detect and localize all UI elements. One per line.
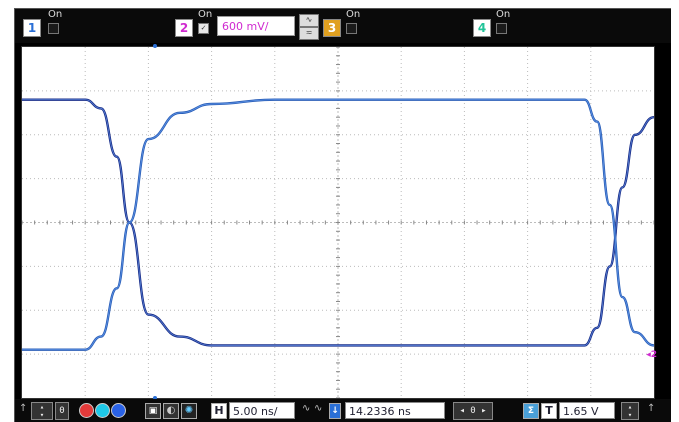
oscilloscope-window: 1 On 2 On ✓ 600 mV/ ∿ ≂ 3 On 4 On ◂2 ↑ ▴… [14,8,671,422]
channel-2-checkbox[interactable]: ✓ [198,23,209,34]
channel-3-checkbox[interactable] [346,23,357,34]
scroll-up-icon[interactable]: ↑ [19,403,28,414]
horizontal-position-field[interactable]: 14.2336 ns [345,402,445,419]
channel-1-checkbox[interactable] [48,23,59,34]
vertical-scroll-control[interactable]: ▴ ▾ [31,402,53,420]
color-blue-icon[interactable] [111,403,126,418]
position-nav-control[interactable]: ◂ 0 ▸ [453,402,493,420]
ac-coupling-icon[interactable]: ∿ [299,14,319,27]
delay-mode-icon[interactable]: ∿ [302,403,311,414]
channel-3-state: On [346,9,361,20]
brightness-icon[interactable]: ✺ [181,403,197,419]
channel-1-button[interactable]: 1 [23,19,41,37]
waveform-mode-icon[interactable]: ∿ [314,403,323,414]
channel-4-button[interactable]: 4 [473,19,491,37]
trigger-level-field[interactable]: 1.65 V [559,402,615,419]
zero-button[interactable]: 0 [55,402,69,420]
color-cyan-icon[interactable] [95,403,110,418]
channel-2-scale-field[interactable]: 600 mV/ [217,16,295,36]
autoscale-icon[interactable]: ◐ [163,403,179,419]
channel-bar: 1 On 2 On ✓ 600 mV/ ∿ ≂ 3 On 4 On [15,9,671,43]
dc-coupling-icon[interactable]: ≂ [299,27,319,40]
waveform-trace-highlight-1 [22,99,654,346]
channel-4-checkbox[interactable] [496,23,507,34]
trigger-position-marker-bottom[interactable] [153,396,157,400]
channel-2-button[interactable]: 2 [175,19,193,37]
channel-2-offset-marker[interactable]: ◂2 [646,350,657,360]
trigger-reference-icon[interactable]: ↓ [329,403,341,419]
horizontal-button[interactable]: H [211,403,227,419]
waveform-display[interactable]: ◂2 [21,44,657,400]
trigger-position-marker-top[interactable] [153,44,157,48]
waveform-trace-highlight-2 [22,99,654,351]
trigger-level-stepper[interactable]: ▴ ▾ [621,402,639,420]
channel-2-marker-label: 2 [650,350,657,360]
trigger-settings-icon[interactable]: Σ [523,403,539,419]
waveform-plot [22,47,654,398]
trigger-button[interactable]: T [541,403,557,419]
horizontal-scale-field[interactable]: 5.00 ns/ [229,402,295,419]
scroll-right-icon[interactable]: ↑ [647,403,656,414]
channel-3-button[interactable]: 3 [323,19,341,37]
channel-1-state: On [48,9,63,20]
channel-4-state: On [496,9,511,20]
color-red-icon[interactable] [79,403,94,418]
control-bar: ↑ ▴ ▾ 0 ▣ ◐ ✺ H 5.00 ns/ ∿ ∿ ↓ 14.2336 ns… [15,399,671,422]
channel-2-state: On [198,9,213,20]
display-mode-icon[interactable]: ▣ [145,403,161,419]
